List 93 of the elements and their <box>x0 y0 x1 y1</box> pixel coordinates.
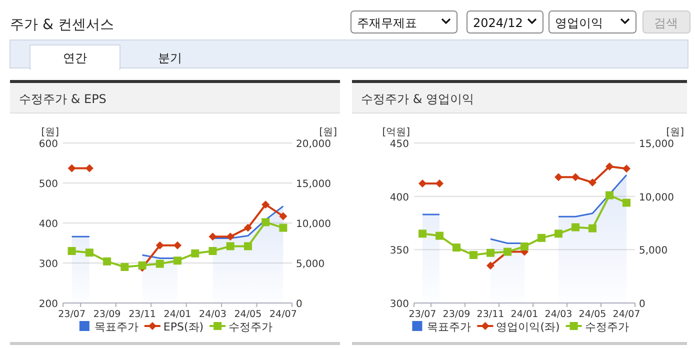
point <box>622 164 630 173</box>
y-tick-label: 450 <box>390 139 409 150</box>
point <box>279 212 288 220</box>
point <box>588 178 596 186</box>
y-tick-label: 500 <box>38 179 58 190</box>
legend-label: 수정주가 <box>584 320 629 334</box>
point <box>486 248 494 257</box>
x-tick-label: 23/11 <box>476 309 504 320</box>
text: 2024/12 <box>473 16 523 30</box>
point <box>226 242 234 250</box>
point <box>470 251 478 259</box>
point <box>486 262 494 270</box>
point <box>572 223 580 232</box>
x-tick-label: 23/07 <box>408 309 436 320</box>
x-tick-label: 24/05 <box>578 309 606 320</box>
text: 주재무제표 <box>357 16 417 30</box>
point <box>208 232 217 241</box>
x-tick-label: 24/05 <box>234 309 262 320</box>
y-tick-label: 600 <box>38 139 58 150</box>
point <box>452 244 460 252</box>
x-tick-label: 24/07 <box>269 309 297 320</box>
point <box>244 224 252 232</box>
chart-title: 수정주가 & EPS <box>19 92 106 106</box>
point <box>85 164 94 172</box>
text: 연간 <box>63 51 87 65</box>
x-tick-label: 24/07 <box>612 309 640 320</box>
y2-axis-title: [원] <box>666 127 684 138</box>
y2-tick-label: 10,000 <box>296 219 331 230</box>
point <box>554 173 562 182</box>
point <box>191 249 200 258</box>
point <box>554 230 562 238</box>
x-tick-label: 23/11 <box>128 309 156 320</box>
y-tick-label: 400 <box>38 219 58 230</box>
point <box>85 248 94 257</box>
point <box>244 242 252 250</box>
point <box>622 198 630 207</box>
point <box>520 242 528 250</box>
point <box>156 260 164 268</box>
legend-label: EPS(좌) <box>163 320 204 334</box>
text: 검색 <box>654 16 678 30</box>
x-tick-label: 23/09 <box>442 309 470 320</box>
y-tick-label: 200 <box>38 299 58 310</box>
text: 분기 <box>158 51 182 65</box>
point <box>606 162 614 170</box>
point <box>208 247 217 255</box>
y2-tick-label: 15,000 <box>296 179 331 190</box>
y2-tick-label: 5,000 <box>296 259 325 270</box>
chart-title: 수정주가 & 영업이익 <box>361 92 474 106</box>
point <box>156 241 164 250</box>
x-tick-label: 24/03 <box>199 309 226 320</box>
legend-label: 목표주가 <box>427 320 472 334</box>
y-tick-label: 350 <box>390 246 409 257</box>
x-tick-label: 23/07 <box>58 309 86 320</box>
point <box>606 191 614 200</box>
point <box>138 261 146 270</box>
point <box>436 180 444 188</box>
x-tick-label: 24/01 <box>164 309 192 320</box>
point <box>262 218 270 226</box>
point <box>68 247 76 255</box>
y2-tick-label: 10,000 <box>639 192 674 204</box>
point <box>262 200 270 209</box>
point <box>588 224 596 232</box>
point <box>174 256 182 265</box>
point <box>279 224 288 232</box>
y2-tick-label: 5,000 <box>639 246 668 257</box>
point <box>418 180 426 188</box>
y-tick-label: 300 <box>390 299 409 310</box>
y2-tick-label: 0 <box>639 299 646 310</box>
legend-label: 목표주가 <box>94 320 138 334</box>
text: 영업이익 <box>555 16 603 30</box>
y2-axis-title: [원] <box>319 127 338 138</box>
x-tick-label: 24/01 <box>510 309 538 320</box>
point <box>120 263 129 271</box>
y-tick-label: 400 <box>390 192 409 204</box>
point <box>538 234 546 242</box>
point <box>174 241 182 250</box>
point <box>436 232 444 240</box>
legend-label: 수정주가 <box>228 320 273 334</box>
y-tick-label: 300 <box>38 259 58 270</box>
x-tick-label: 23/09 <box>93 309 121 320</box>
y2-tick-label: 15,000 <box>639 139 674 150</box>
point <box>226 232 234 241</box>
legend-label: 영업이익(좌) <box>496 320 560 334</box>
y-axis-title: [원] <box>41 127 60 138</box>
text: 주가 & 컨센서스 <box>10 17 114 33</box>
point <box>103 257 112 266</box>
point <box>572 173 580 182</box>
x-tick-label: 24/03 <box>544 309 572 320</box>
point <box>68 164 76 172</box>
y2-tick-label: 0 <box>296 299 302 310</box>
y-axis-title: [억원] <box>382 127 410 138</box>
point <box>418 230 426 238</box>
y2-tick-label: 20,000 <box>296 139 331 150</box>
